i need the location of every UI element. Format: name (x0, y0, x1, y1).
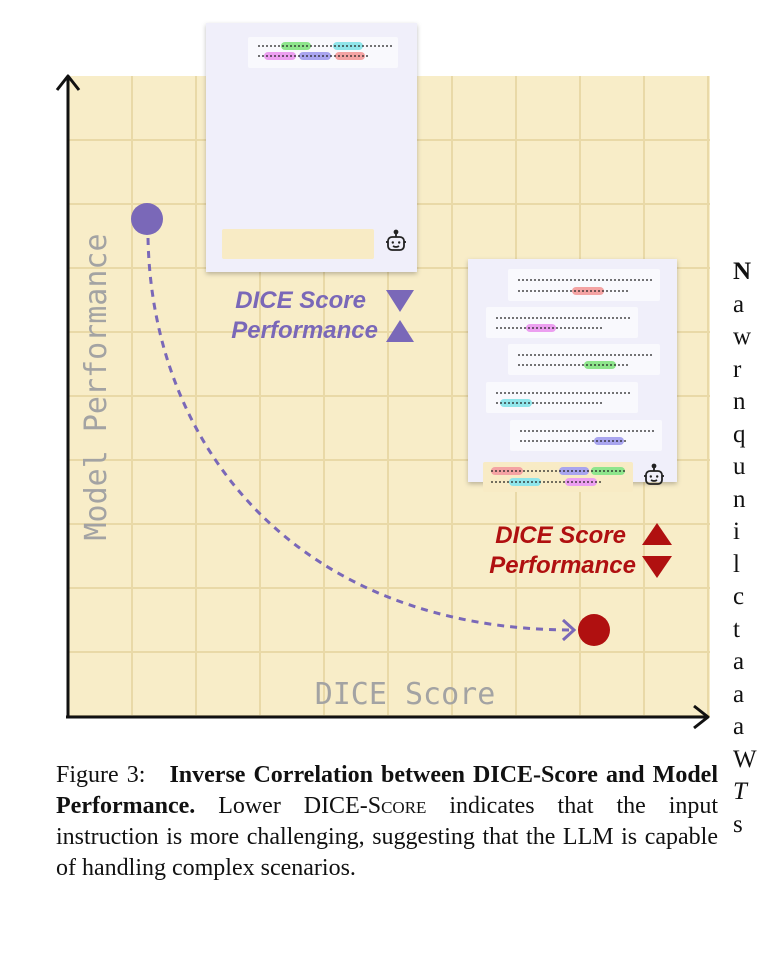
right-column-fragment: N a w r n q u n i l c t a a a W T s (733, 256, 773, 841)
fragment-line: n (733, 388, 746, 415)
instruction-card-complex (468, 259, 677, 492)
figure-caption: Figure 3: Inverse Correlation between DI… (56, 760, 718, 884)
highlight-mark (559, 467, 589, 475)
text-block (508, 344, 660, 375)
figure-3: DICE Score Model Performance (55, 23, 710, 730)
caption-prefix: Figure 3: (56, 762, 146, 788)
x-axis-arrowhead (693, 704, 710, 730)
annotation-performance-label: Performance (231, 317, 378, 344)
up-triangle-icon (642, 523, 672, 545)
fragment-line: l (733, 550, 740, 578)
instruction-card-simple (206, 23, 417, 272)
fragment-line: i (733, 518, 740, 545)
fragment-line: t (733, 615, 740, 643)
point-low-dice (131, 203, 163, 235)
fragment-line: a (733, 648, 745, 675)
fragment-line: q (733, 420, 746, 448)
annotation-dice-label: DICE Score (495, 522, 626, 549)
down-triangle-icon (642, 556, 672, 578)
response-block (483, 462, 633, 492)
annotation-low-dice: DICE Score Performance (231, 287, 414, 344)
annotation-dice-label: DICE Score (235, 287, 366, 314)
caption-body-part1: Lower DICE- (218, 793, 368, 819)
fragment-line: n (733, 485, 746, 513)
fragment-line: u (733, 453, 746, 480)
caption-title: Inverse Correlation between DICE-Score a… (56, 762, 718, 819)
fragment-line: a (733, 713, 745, 740)
fragment-line: r (733, 355, 742, 383)
down-triangle-icon (386, 290, 414, 312)
trend-curve (146, 237, 574, 632)
caption-body-part2: indicates that the input instruction is … (56, 793, 719, 881)
x-axis-label: DICE Score (315, 677, 496, 712)
annotation-performance-label: Performance (489, 552, 636, 579)
response-block (222, 229, 374, 259)
y-axis-arrowhead (55, 74, 81, 91)
robot-icon (644, 463, 664, 485)
trend-curve-arrowhead (561, 618, 577, 642)
fragment-line: w (733, 323, 752, 350)
text-block (508, 269, 660, 301)
fragment-line: T (733, 778, 747, 805)
annotation-high-dice: DICE Score Performance (489, 522, 672, 579)
point-high-dice (578, 614, 610, 646)
y-axis-label: Model Performance (79, 233, 114, 540)
robot-icon (386, 229, 406, 251)
caption-body-smallcaps: Score (367, 793, 427, 819)
fragment-line: W (733, 745, 757, 773)
up-triangle-icon (386, 320, 414, 342)
text-block (510, 420, 662, 451)
text-block (486, 382, 638, 413)
text-block (486, 307, 638, 338)
fragment-line: N (733, 258, 752, 285)
fragment-line: c (733, 583, 745, 610)
fragment-line: s (733, 810, 743, 838)
fragment-line: a (733, 290, 745, 318)
fragment-line: a (733, 680, 745, 708)
